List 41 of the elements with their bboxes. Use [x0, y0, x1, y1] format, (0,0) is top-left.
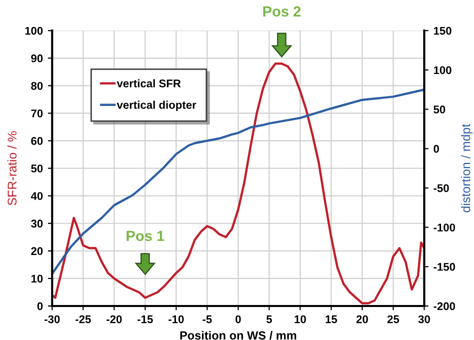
y2-axis-title: distortion / mdpt	[461, 124, 473, 212]
y-tick-label: 40	[30, 192, 43, 200]
y-tick-label: 80	[31, 82, 43, 90]
x-tick-label: 25	[387, 315, 400, 324]
x-tick-label: 30	[418, 315, 430, 324]
x-tick-label: -30	[44, 315, 60, 324]
x-tick-label: 10	[294, 315, 306, 324]
line-series	[52, 62, 424, 304]
x-tick-label: 0	[236, 315, 241, 324]
y-tick-label: 90	[31, 54, 43, 62]
y-tick-label: 100	[25, 26, 43, 35]
text: Pos 2	[263, 6, 301, 17]
x-tick-label: -10	[168, 315, 184, 324]
y2-tick-label: -100	[434, 224, 456, 232]
y2-tick-label: -200	[434, 302, 456, 310]
y-tick-label: 70	[31, 109, 43, 118]
line-series	[52, 88, 424, 275]
x-tick-label: 15	[326, 315, 338, 324]
y2-tick-label: -150	[434, 262, 456, 271]
y-tick-label: 0	[37, 302, 43, 310]
x-tick-label: -20	[106, 315, 122, 324]
y-axis-title: SFR-ratio / %	[7, 131, 17, 206]
y2-tick-label: 50	[434, 106, 446, 114]
y2-tick-label: -50	[434, 184, 449, 192]
legend-label: vertical SFR	[116, 79, 181, 88]
y2-tick-label: 100	[434, 66, 452, 74]
annotation: Pos 1	[126, 230, 164, 242]
x-axis-title: Position on WS / mm	[180, 330, 296, 340]
y-tick-label: 30	[31, 220, 43, 228]
y-tick-label: 60	[31, 137, 43, 145]
y-tick-label: 10	[31, 274, 43, 283]
y-tick-label: 20	[31, 247, 43, 256]
x-tick-label: 5	[266, 315, 272, 324]
legend-label: vertical diopter	[116, 100, 196, 112]
x-tick-label: -5	[202, 315, 212, 324]
y2-tick-label: 0	[434, 144, 439, 153]
y-tick-label: 50	[31, 164, 43, 172]
x-tick-label: -25	[76, 315, 91, 324]
x-tick-label: 20	[356, 315, 368, 324]
y2-tick-label: 150	[434, 26, 452, 35]
x-tick-label: -15	[138, 315, 153, 324]
